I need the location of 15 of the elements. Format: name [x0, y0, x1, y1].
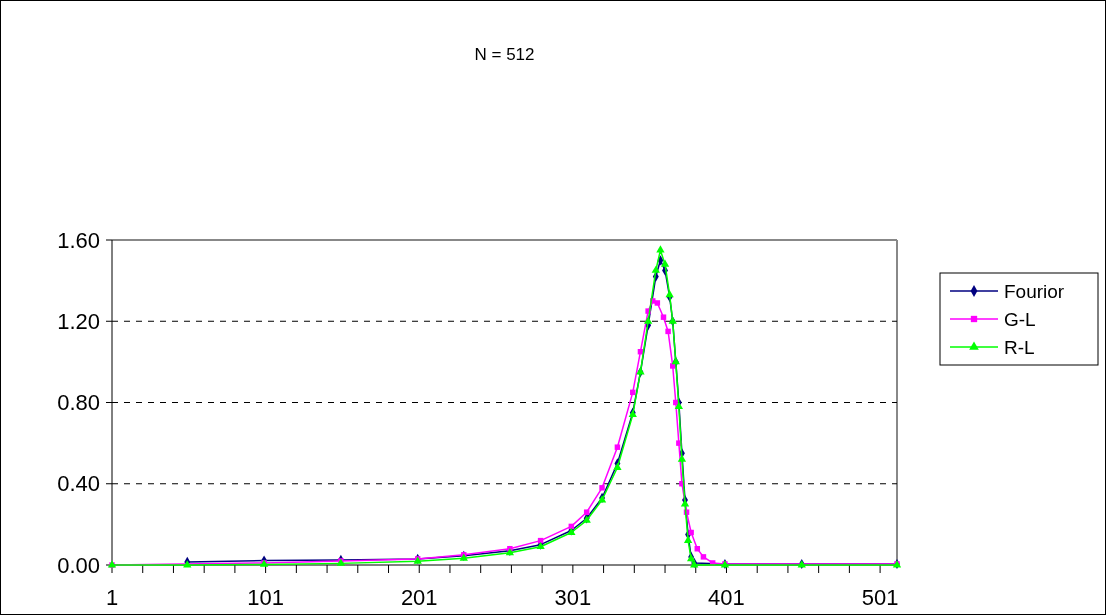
- x-tick-label: 1: [105, 585, 119, 610]
- legend-label: G-L: [1004, 308, 1036, 330]
- x-tick-label: 501: [861, 585, 899, 610]
- y-tick-label: 0.00: [57, 552, 100, 578]
- chart-title: N = 512: [474, 45, 535, 64]
- legend-label: R-L: [1004, 336, 1035, 358]
- x-tick-label: 101: [247, 585, 284, 610]
- x-tick-label: 301: [554, 585, 592, 610]
- x-tick-label: 401: [708, 585, 745, 610]
- y-tick-label: 0.80: [57, 390, 100, 416]
- x-tick-label: 201: [400, 585, 438, 610]
- legend-label: Fourior: [1004, 280, 1065, 302]
- y-tick-label: 0.40: [57, 471, 100, 497]
- y-tick-label: 1.20: [57, 308, 100, 334]
- y-tick-label: 1.60: [57, 227, 100, 253]
